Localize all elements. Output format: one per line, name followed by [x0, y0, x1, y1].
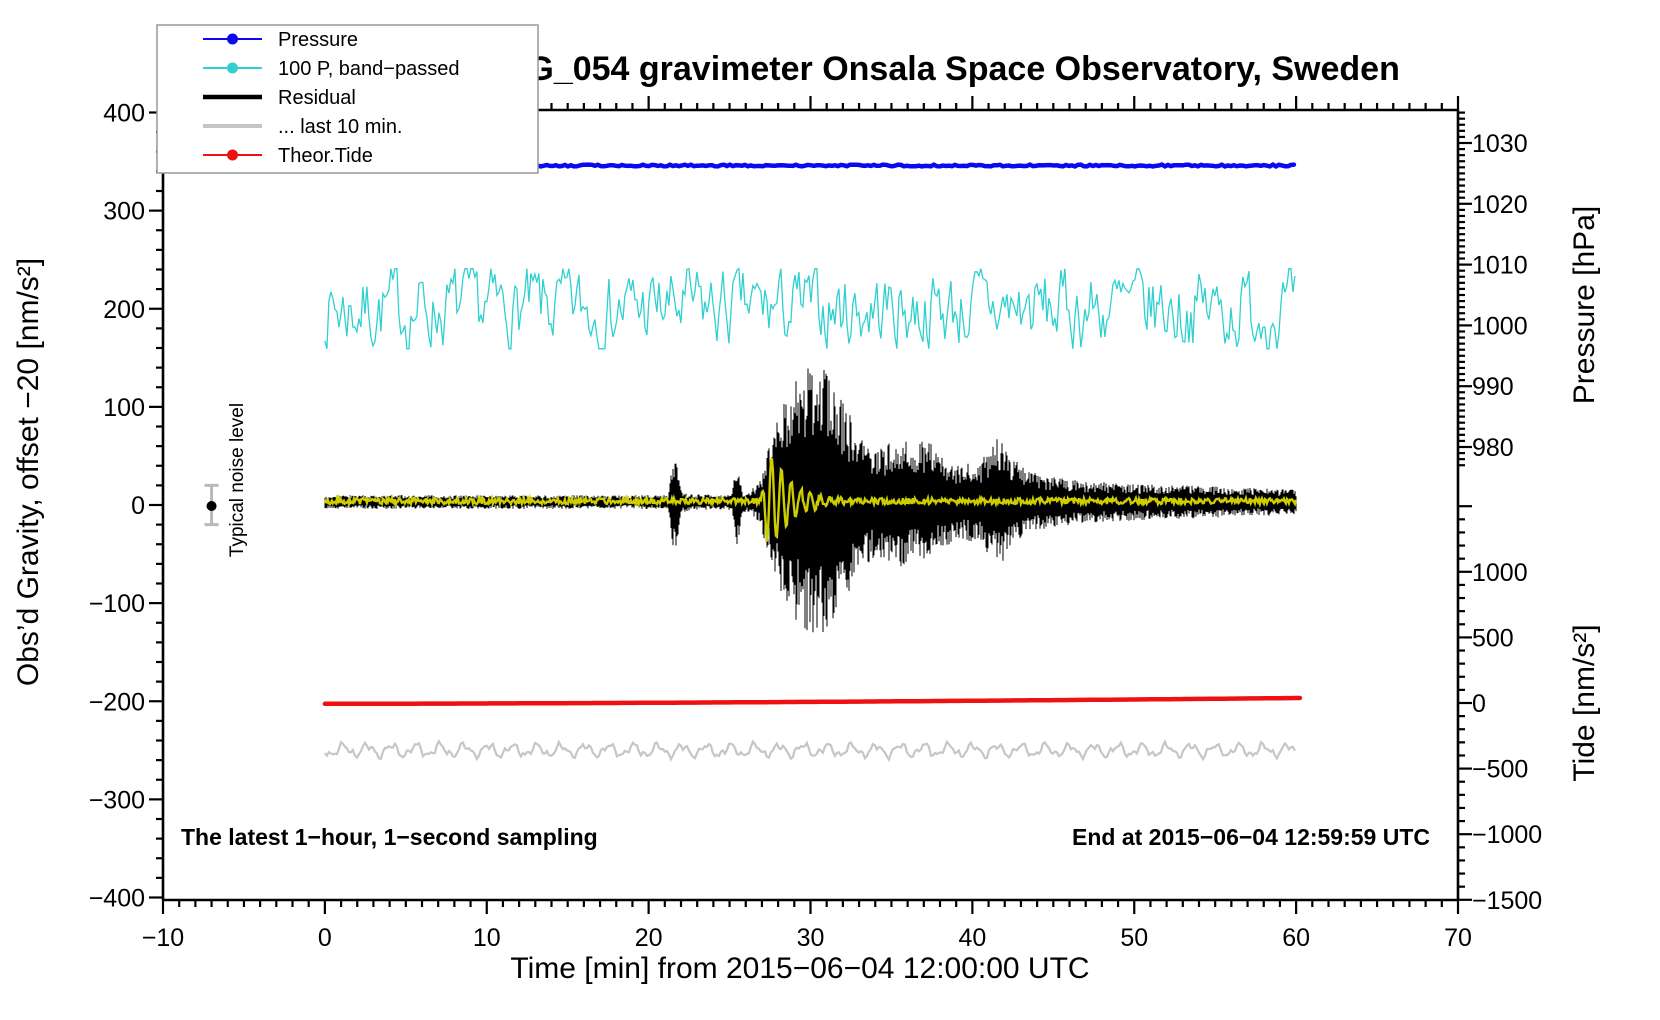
tick-label: −1000	[1472, 821, 1542, 849]
legend-item-band_passed: 100 P, band−passed	[203, 58, 459, 80]
x-axis-title: Time [min] from 2015−06−04 12:00:00 UTC	[510, 952, 1089, 985]
tick-label: 60	[1282, 924, 1310, 952]
chart-texts: SCG_054 gravimeter Onsala Space Observat…	[12, 50, 1601, 985]
y-axis-title-tide: Tide [nm/s²]	[1568, 624, 1601, 781]
tick-label: 500	[1472, 624, 1514, 652]
tick-label: 0	[318, 924, 332, 952]
tick-label: 1000	[1472, 312, 1528, 340]
series-last-10-min	[324, 739, 1296, 763]
tick-label: −100	[89, 590, 145, 618]
tick-label: 50	[1120, 924, 1148, 952]
legend-label: Pressure	[278, 29, 358, 51]
tick-labels: −10 0 10 20 30 40 50 60 704003002001000−100−200−…	[89, 100, 1543, 953]
tick-label: 70	[1444, 924, 1472, 952]
tick-label: 980	[1472, 434, 1514, 462]
typical-noise-marker: Typical noise level	[204, 403, 248, 557]
tick-label: −400	[89, 885, 145, 913]
legend-item-theor_tide: Theor.Tide	[203, 145, 373, 167]
tick-label: −500	[1472, 756, 1528, 784]
y-axis-title-pressure: Pressure [hPa]	[1568, 206, 1601, 404]
tick-label: −10	[142, 924, 184, 952]
legend-dot	[227, 33, 238, 45]
legend: Pressure 100 P, band−passed Residual ... la…	[156, 24, 539, 174]
tick-label: 400	[103, 100, 145, 128]
tick-label: 30	[797, 924, 825, 952]
legend-label: 100 P, band−passed	[278, 58, 459, 80]
noise-level-label: Typical noise level	[227, 403, 248, 557]
legend-item-residual_last10: ... last 10 min.	[203, 116, 403, 138]
noise-dot	[206, 501, 217, 511]
ticks	[149, 96, 1472, 914]
legend-dot	[227, 62, 238, 74]
tick-label: −300	[89, 786, 145, 814]
series-layer	[322, 161, 1303, 763]
tick-label: 1030	[1472, 130, 1528, 158]
sampling-note: The latest 1−hour, 1−second sampling	[181, 824, 598, 850]
tick-label: −1500	[1472, 887, 1542, 915]
tick-label: 300	[103, 198, 145, 226]
end-time-note: End at 2015−06−04 12:59:59 UTC	[1072, 824, 1430, 850]
series-theor-tide	[322, 695, 1303, 707]
tick-label: 40	[958, 924, 986, 952]
legend-label: Residual	[278, 87, 356, 109]
legend-item-residual: Residual	[203, 87, 356, 109]
tick-label: 0	[1472, 690, 1486, 718]
legend-label: ... last 10 min.	[278, 116, 403, 138]
legend-dot	[227, 149, 238, 161]
tick-label: 100	[103, 394, 145, 422]
tick-label: 990	[1472, 373, 1514, 401]
tick-label: 1000	[1472, 559, 1528, 587]
tick-label: 10	[473, 924, 501, 952]
tick-label: 1010	[1472, 252, 1528, 280]
tick-label: −200	[89, 688, 145, 716]
tick-label: 200	[103, 296, 145, 324]
tick-label: 1020	[1472, 191, 1528, 219]
legend-item-pressure: Pressure	[203, 29, 358, 51]
chart-title: SCG_054 gravimeter Onsala Space Observat…	[480, 50, 1400, 88]
tick-label: 0	[131, 492, 145, 520]
legend-label: Theor.Tide	[278, 145, 373, 167]
tick-label: 20	[635, 924, 663, 952]
series-band-passed	[324, 267, 1296, 350]
y-axis-title-left: Obs’d Gravity, offset −20 [nm/s²]	[12, 258, 45, 686]
series-filtered-onset	[323, 457, 1298, 542]
